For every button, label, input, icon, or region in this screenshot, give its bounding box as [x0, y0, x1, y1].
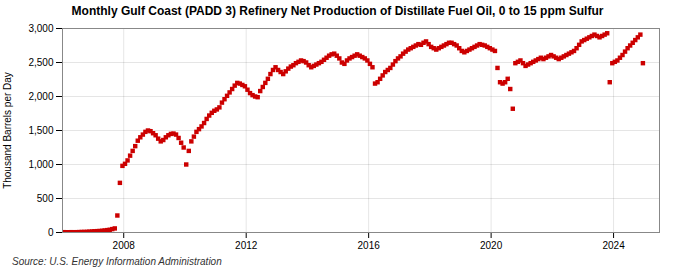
svg-text:2024: 2024	[602, 240, 625, 251]
svg-text:2012: 2012	[235, 240, 258, 251]
svg-text:2016: 2016	[358, 240, 381, 251]
svg-text:1,500: 1,500	[28, 125, 53, 136]
svg-text:2,000: 2,000	[28, 91, 53, 102]
html-text:Source: U.S. Energy Informatio: Source: U.S. Energy Information Administ…	[12, 256, 222, 268]
svg-text:1,000: 1,000	[28, 159, 53, 170]
html-text:Monthly Gulf Coast (PADD 3) Re: Monthly Gulf Coast (PADD 3) Refinery Net…	[71, 4, 604, 18]
svg-text:0: 0	[48, 227, 54, 238]
svg-text:3,000: 3,000	[28, 23, 53, 34]
svg-text:2,500: 2,500	[28, 57, 53, 68]
svg-text:2020: 2020	[480, 240, 503, 251]
svg-text:Thousand Barrels per Day: Thousand Barrels per Day	[2, 73, 13, 190]
svg-text:500: 500	[37, 193, 54, 204]
svg-text:2008: 2008	[113, 240, 136, 251]
